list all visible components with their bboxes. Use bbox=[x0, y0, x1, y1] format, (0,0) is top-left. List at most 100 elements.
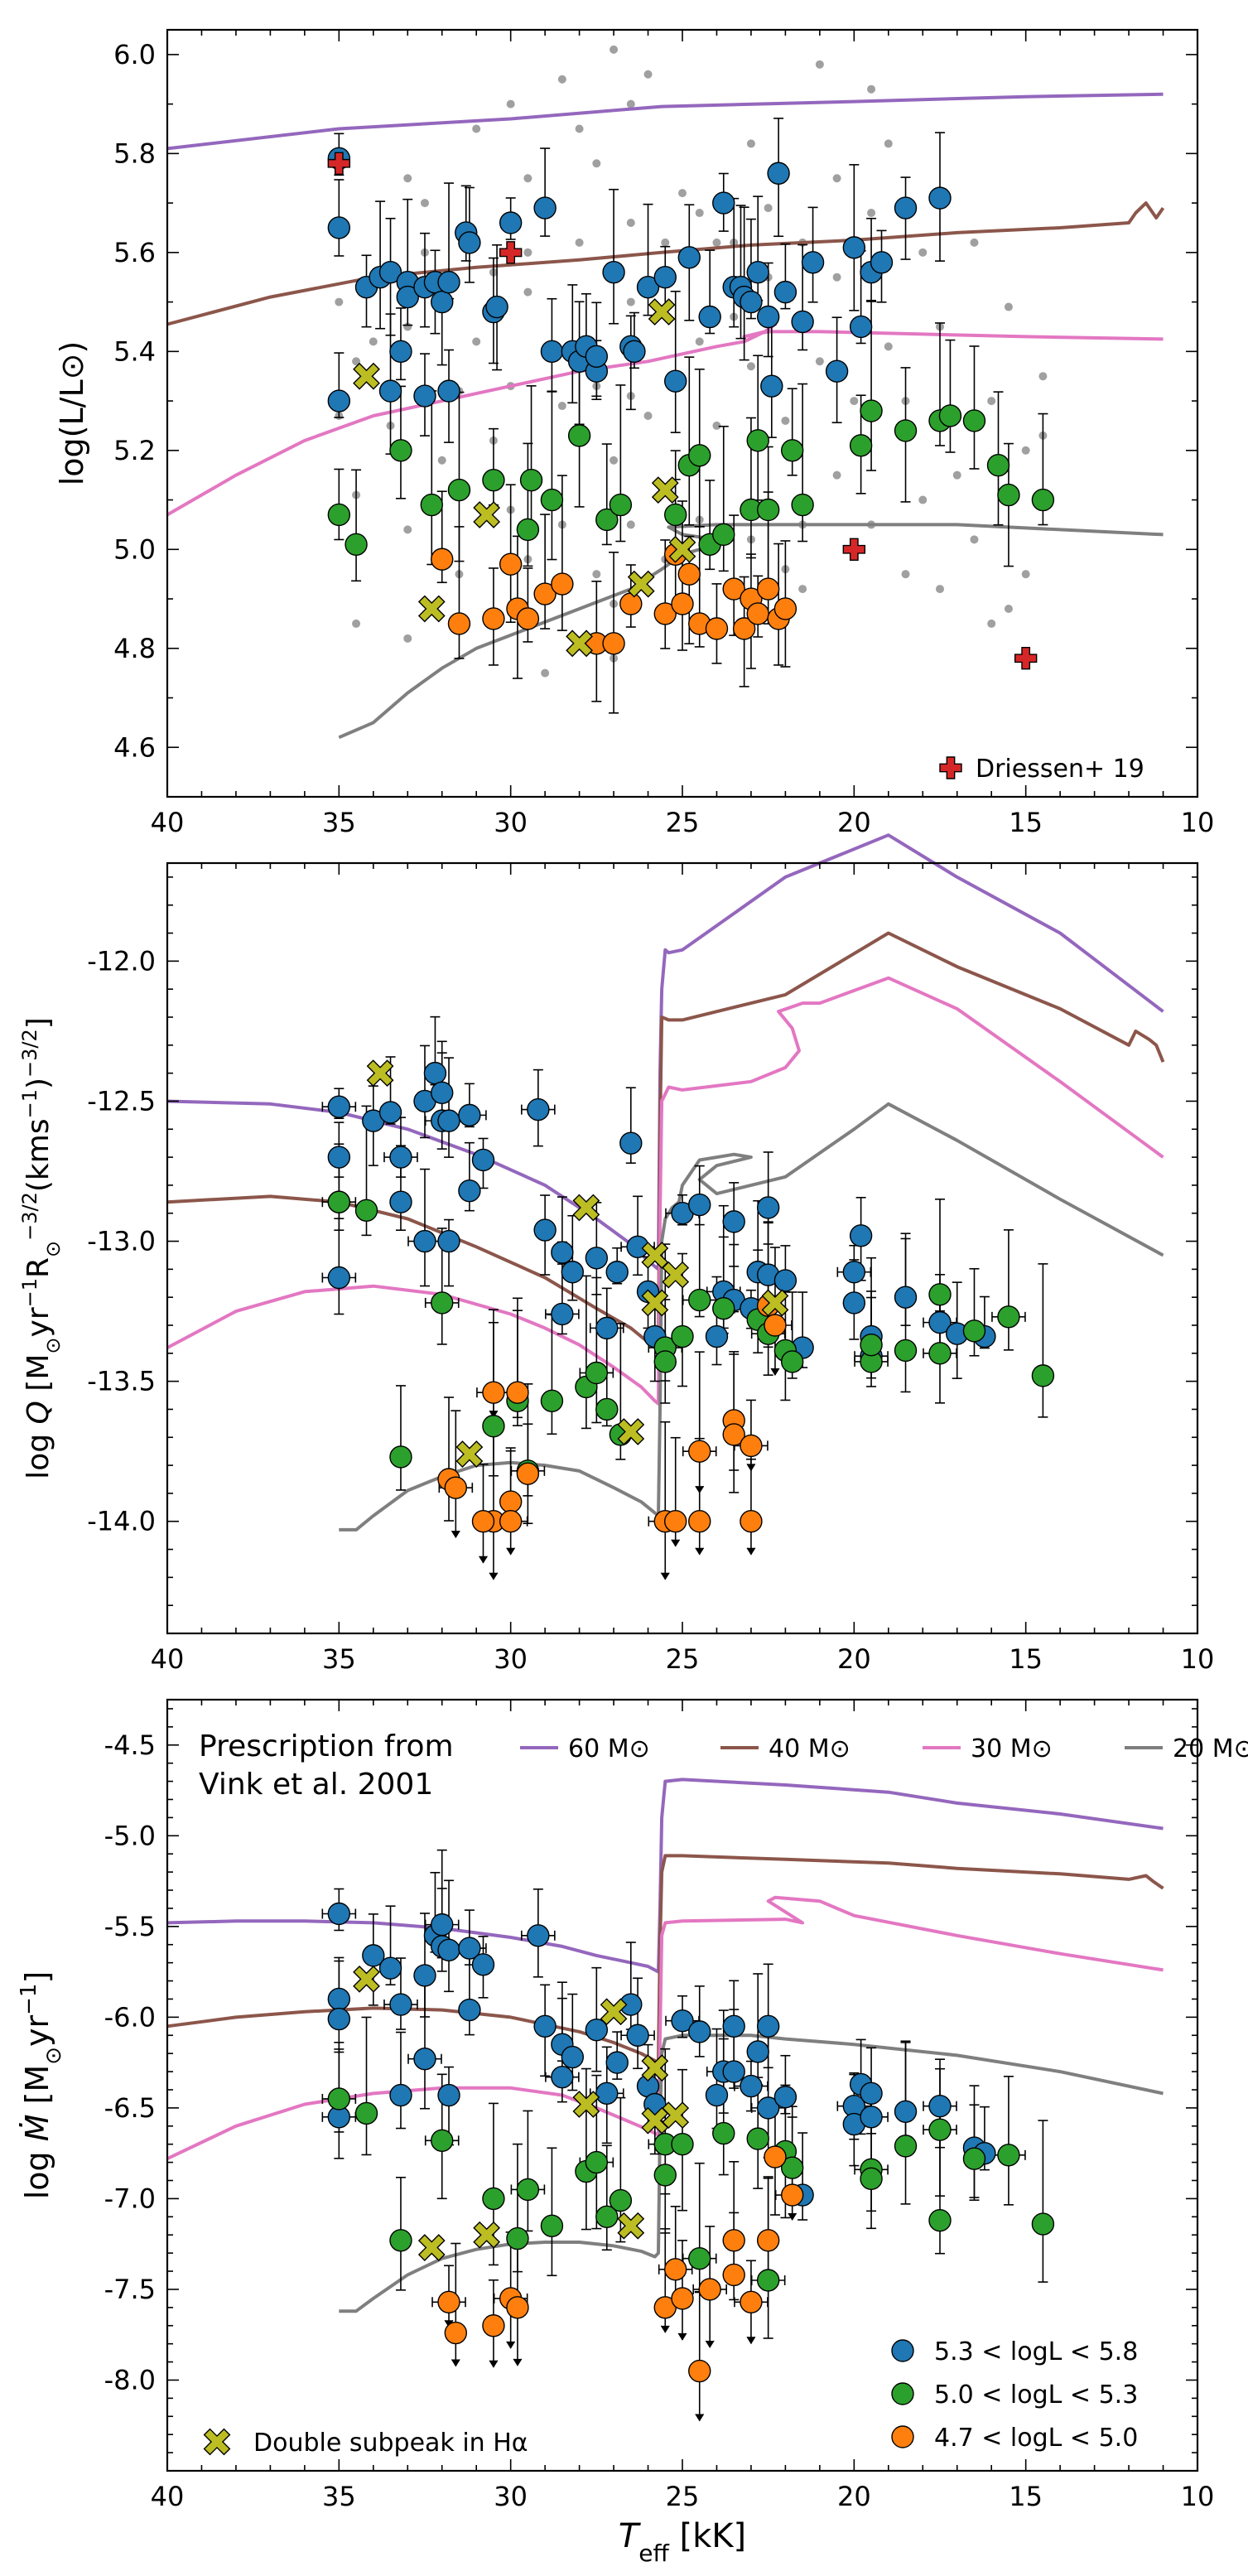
data-point-mid bbox=[894, 419, 918, 442]
x-tick-label: 15 bbox=[1009, 807, 1043, 838]
data-point-low bbox=[746, 602, 769, 625]
background-star bbox=[661, 238, 670, 247]
data-point-low bbox=[756, 2229, 780, 2252]
background-star bbox=[884, 342, 893, 351]
upper-limit-arrow bbox=[746, 2337, 756, 2345]
x-tick-label: 15 bbox=[1009, 2481, 1043, 2512]
background-star bbox=[832, 273, 841, 282]
track-line-60-msun bbox=[166, 1778, 1164, 1974]
data-point-high bbox=[756, 305, 780, 329]
data-point-low bbox=[506, 2296, 529, 2319]
data-point-high bbox=[585, 345, 609, 368]
background-star bbox=[764, 204, 773, 213]
background-star bbox=[523, 174, 532, 183]
legend-driessen-label: Driessen+ 19 bbox=[976, 755, 1144, 784]
driessen-marker bbox=[499, 241, 523, 264]
background-star bbox=[1004, 604, 1013, 613]
data-point-high bbox=[705, 1324, 729, 1348]
background-star bbox=[832, 470, 841, 480]
background-star bbox=[403, 525, 412, 534]
background-star bbox=[575, 238, 584, 247]
data-point-high bbox=[437, 379, 460, 403]
upper-limit-arrow bbox=[489, 1572, 499, 1580]
data-point-mid bbox=[688, 2247, 711, 2270]
x-tick-label: 10 bbox=[1181, 1643, 1215, 1675]
background-star bbox=[884, 139, 893, 148]
data-point-high bbox=[389, 1146, 412, 1169]
legend-marker bbox=[891, 2339, 914, 2362]
data-point-low bbox=[482, 2314, 505, 2337]
y-axis-label-part: ) bbox=[22, 1078, 55, 1089]
data-point-high bbox=[551, 2065, 574, 2089]
data-point-high bbox=[756, 2096, 780, 2120]
data-point-mid bbox=[997, 2144, 1020, 2167]
x-tick-label: 10 bbox=[1181, 807, 1215, 838]
background-star bbox=[369, 337, 378, 346]
data-point-mid bbox=[756, 498, 780, 522]
data-point-low bbox=[444, 1476, 468, 1499]
data-point-mid bbox=[664, 503, 687, 527]
data-point-mid bbox=[712, 523, 735, 547]
data-point-low bbox=[619, 592, 643, 615]
x-axis-label: Teff [kK] bbox=[619, 2517, 746, 2567]
data-point-mid bbox=[519, 468, 543, 492]
double-subpeak-marker bbox=[648, 298, 676, 326]
double-subpeak-marker bbox=[600, 1998, 628, 2026]
data-point-low bbox=[740, 1510, 763, 1533]
y-tick-label: 6.0 bbox=[113, 39, 156, 70]
data-point-high bbox=[423, 1061, 447, 1085]
x-axis-label-sub: eff bbox=[638, 2540, 669, 2567]
track-line-30-msun bbox=[166, 976, 1164, 1406]
data-point-high bbox=[860, 2106, 883, 2129]
data-point-high bbox=[928, 1310, 952, 1334]
data-point-mid bbox=[938, 404, 962, 427]
double-subpeak-marker bbox=[353, 1965, 380, 1993]
background-star bbox=[1038, 372, 1048, 381]
background-star bbox=[815, 357, 824, 366]
y-tick-label: -7.5 bbox=[104, 2274, 156, 2305]
x-tick-label: 40 bbox=[151, 1643, 185, 1675]
data-point-low bbox=[780, 2183, 804, 2207]
data-point-mid bbox=[653, 2164, 677, 2187]
data-point-high bbox=[327, 1987, 351, 2011]
data-point-high bbox=[722, 2060, 745, 2083]
background-star bbox=[867, 84, 876, 94]
y-axis-label-part: ⊙ bbox=[41, 1241, 65, 1257]
data-point-low bbox=[602, 632, 625, 655]
data-point-mid bbox=[389, 2229, 412, 2252]
data-point-high bbox=[437, 1229, 460, 1253]
data-point-high bbox=[928, 2094, 952, 2118]
data-point-mid bbox=[928, 1342, 952, 1365]
background-star bbox=[918, 495, 928, 504]
data-point-mid bbox=[860, 2167, 883, 2191]
data-point-high bbox=[458, 1103, 481, 1127]
background-star bbox=[901, 570, 910, 579]
data-point-high bbox=[378, 1101, 402, 1124]
y-tick-label: -13.5 bbox=[87, 1366, 156, 1397]
double-subpeak-marker bbox=[572, 1194, 600, 1222]
data-point-mid bbox=[756, 2269, 780, 2292]
track-line-40-msun bbox=[166, 1854, 1164, 2065]
legend-double-label: Double subpeak in Hα bbox=[253, 2429, 528, 2458]
data-point-mid bbox=[791, 493, 814, 517]
data-point-high bbox=[431, 290, 454, 314]
legend-label: 5.0 < logL < 5.3 bbox=[934, 2381, 1138, 2410]
upper-limit-arrow bbox=[506, 2341, 516, 2349]
data-point-mid bbox=[1031, 488, 1055, 512]
data-point-mid bbox=[420, 493, 443, 517]
data-point-high bbox=[499, 211, 523, 234]
data-point-high bbox=[688, 2020, 711, 2043]
data-point-low bbox=[499, 1510, 523, 1533]
data-point-mid bbox=[712, 1297, 735, 1320]
upper-limit-arrow bbox=[788, 2212, 797, 2221]
data-point-high bbox=[671, 2009, 694, 2033]
y-tick-label: -13.0 bbox=[87, 1226, 156, 1257]
data-point-low bbox=[740, 2290, 763, 2313]
x-tick-label: 35 bbox=[322, 2481, 356, 2512]
data-point-mid bbox=[431, 1291, 454, 1315]
data-point-low bbox=[516, 607, 540, 630]
data-point-high bbox=[431, 1081, 454, 1105]
upper-limit-arrow bbox=[451, 2359, 460, 2367]
track-legend-label: 60 M⊙ bbox=[568, 1734, 650, 1763]
